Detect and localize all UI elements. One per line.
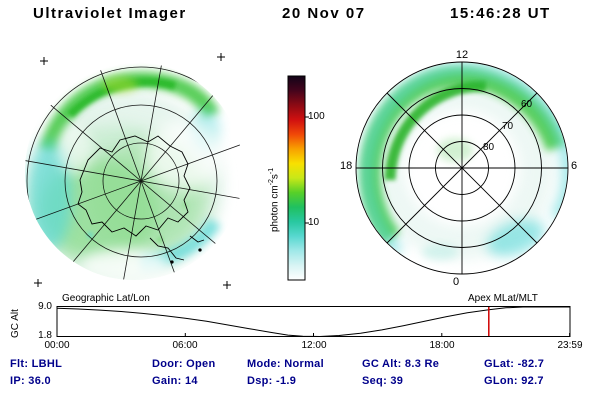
colorbar-tick-100: 100 — [308, 111, 325, 122]
geo-aurora-image — [25, 71, 225, 280]
strip-y-axis-label: GC Alt — [10, 309, 21, 338]
mlat-ring-label-60: 60 — [521, 99, 533, 110]
xtick-1800: 18:00 — [429, 340, 455, 351]
status-seq: Seq: 39 — [362, 375, 404, 387]
colorbar — [287, 75, 309, 281]
xtick-2359: 23:59 — [557, 340, 583, 351]
apex-plot-caption: Apex MLat/MLT — [468, 293, 538, 304]
app-title: Ultraviolet Imager — [33, 5, 187, 22]
apex-aurora-image — [360, 62, 568, 260]
geo-plot-caption: Geographic Lat/Lon — [62, 293, 150, 304]
mlt-label-12: 12 — [455, 49, 469, 61]
status-gcalt: GC Alt: 8.3 Re — [362, 358, 440, 370]
mlat-ring-label-70: 70 — [502, 121, 514, 132]
antarctica-coastline — [77, 135, 205, 264]
xtick-0000: 00:00 — [44, 340, 70, 351]
mlat-ring-label-80: 80 — [483, 142, 495, 153]
altitude-curve — [56, 306, 570, 338]
fov-fiducial-marks — [34, 53, 231, 289]
mlt-label-0: 0 — [452, 276, 460, 288]
status-flt: Flt: LBHL — [10, 358, 63, 370]
status-ip: IP: 36.0 — [10, 375, 51, 387]
colorbar-tick-10: 10 — [308, 217, 320, 228]
strip-ytick-top: 9.0 — [38, 301, 52, 312]
status-mode: Mode: Normal — [247, 358, 324, 370]
status-glon: GLon: 92.7 — [484, 375, 544, 387]
header-time: 15:46:28 UT — [450, 5, 551, 22]
status-dsp: Dsp: -1.9 — [247, 375, 297, 387]
header-date: 20 Nov 07 — [282, 5, 366, 22]
colorbar-units-label: photon cm-2s-1 — [268, 167, 281, 232]
altitude-strip-chart — [56, 306, 571, 338]
geo-grid-overlay — [25, 64, 243, 280]
status-door: Door: Open — [152, 358, 216, 370]
xtick-1200: 12:00 — [301, 340, 327, 351]
xtick-0600: 06:00 — [172, 340, 198, 351]
apex-grid-overlay — [355, 61, 569, 275]
mlt-label-18: 18 — [340, 160, 353, 172]
strip-ytick-bottom: 1.8 — [38, 330, 52, 341]
status-gain: Gain: 14 — [152, 375, 198, 387]
mlt-label-6: 6 — [571, 160, 578, 172]
status-glat: GLat: -82.7 — [484, 358, 545, 370]
